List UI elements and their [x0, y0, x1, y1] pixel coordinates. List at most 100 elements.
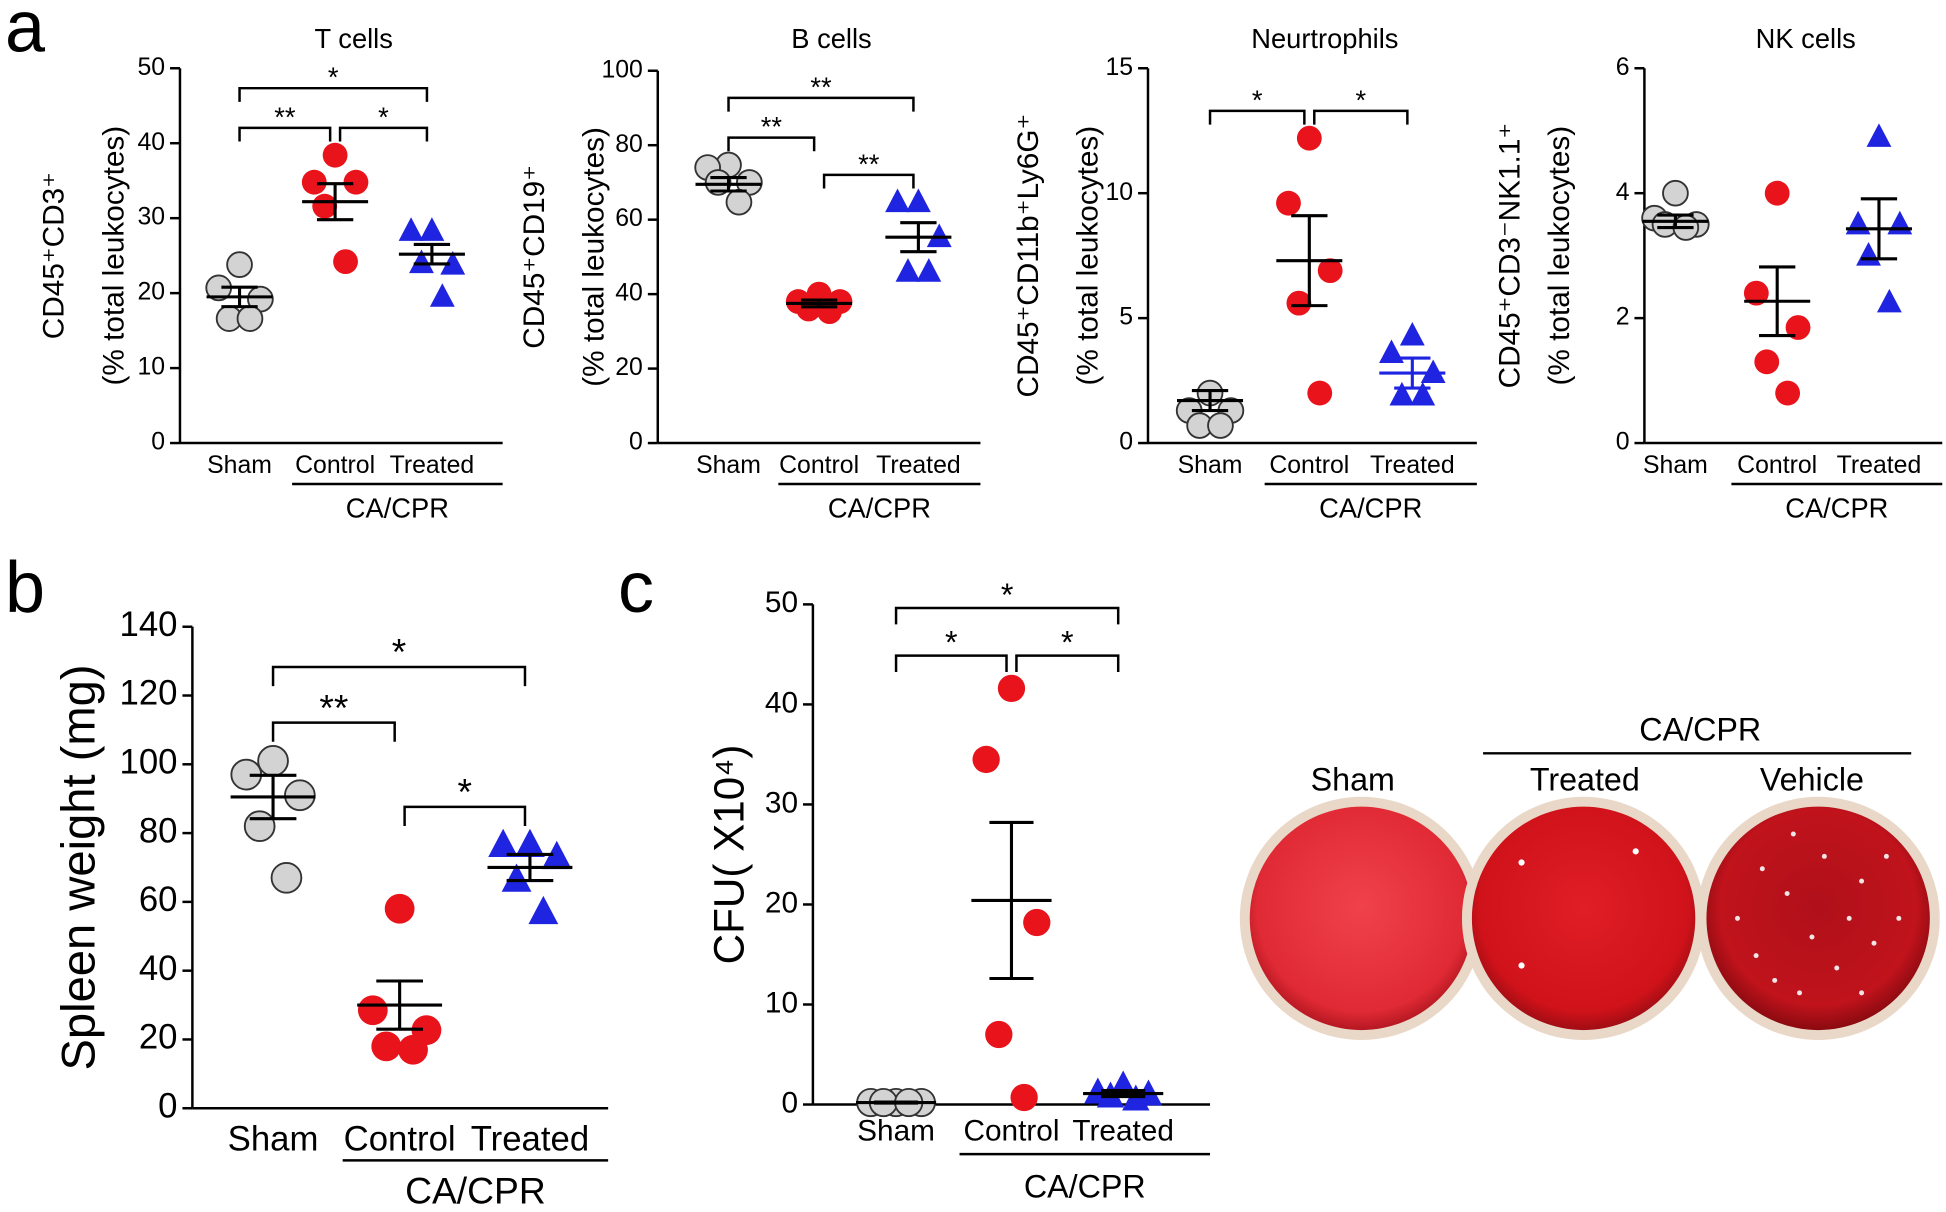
significance-label: *	[1356, 84, 1367, 115]
x-tick-label: Sham	[228, 1120, 319, 1158]
x-tick-label: Sham	[857, 1115, 935, 1148]
y-tick-label: 80	[615, 131, 643, 158]
point	[1775, 380, 1801, 406]
error-bar	[221, 285, 258, 309]
x-tick-label: Control	[963, 1115, 1059, 1148]
point	[1010, 1083, 1038, 1112]
colony	[1632, 848, 1639, 855]
point	[284, 779, 316, 812]
point	[357, 995, 388, 1026]
x-tick-label: Control	[1269, 452, 1349, 479]
point	[488, 828, 519, 858]
point	[1764, 180, 1790, 206]
point	[1023, 908, 1051, 937]
colonies	[1734, 831, 1902, 996]
point	[1887, 210, 1913, 235]
y-tick-label: 20	[615, 354, 643, 381]
point	[1662, 179, 1689, 207]
significance-bracket	[727, 136, 816, 152]
point	[1866, 123, 1892, 147]
y-tick-label: 40	[137, 129, 165, 156]
point	[243, 810, 276, 843]
y-tick-label: 40	[765, 686, 798, 719]
point	[1743, 280, 1769, 306]
significance-label: **	[810, 71, 832, 102]
y-tick-label: 6	[1616, 54, 1630, 81]
y-axis-label: (% total leukocytes)	[578, 127, 611, 387]
error-bar	[900, 221, 937, 254]
significance-label: **	[858, 148, 880, 179]
significance-bracket	[271, 665, 527, 687]
y-tick-label: 5	[1119, 304, 1133, 331]
y-tick-label: 30	[137, 204, 165, 231]
group-label: CA/CPR	[1024, 1168, 1146, 1204]
point	[885, 188, 910, 213]
plate	[1471, 806, 1696, 1031]
panel-label: a	[5, 0, 46, 67]
y-tick-label: 0	[158, 1087, 177, 1125]
point	[997, 674, 1026, 703]
y-tick-label: 2	[1616, 304, 1630, 331]
significance-bracket	[403, 805, 527, 827]
point	[1276, 190, 1301, 216]
point	[384, 893, 415, 924]
y-tick-label: 120	[120, 675, 178, 713]
x-tick-label: Control	[1737, 452, 1817, 479]
point	[1856, 242, 1881, 266]
significance-label: *	[1001, 577, 1014, 613]
y-axis-label: (% total leukocytes)	[1543, 126, 1576, 386]
point	[1410, 381, 1436, 406]
point	[226, 251, 253, 278]
significance-bracket	[1015, 654, 1120, 673]
chart-title: NK cells	[1756, 23, 1856, 54]
x-tick-label: Treated	[471, 1120, 589, 1158]
plate-label: Treated	[1530, 761, 1640, 797]
error-bar	[1291, 214, 1328, 308]
x-tick-label: Sham	[1643, 452, 1708, 479]
plates: CA/CPR Sham Treated Vehicle	[1239, 712, 1940, 1040]
point	[1845, 210, 1871, 235]
x-tick-label: Treated	[1072, 1115, 1173, 1148]
point	[725, 188, 753, 216]
point	[1399, 321, 1425, 346]
y-tick-label: 0	[1616, 429, 1630, 456]
x-tick-label: Treated	[1837, 452, 1922, 479]
significance-label: **	[319, 686, 348, 728]
point	[440, 250, 466, 275]
point	[1785, 315, 1811, 340]
y-axis-label: CD45⁺CD3⁻NK1.1⁺	[1493, 123, 1526, 389]
point	[541, 840, 572, 870]
point	[1389, 381, 1415, 406]
point	[515, 828, 545, 858]
y-tick-label: 100	[601, 56, 642, 83]
point	[371, 1031, 402, 1062]
significance-label: *	[378, 101, 389, 132]
significance-label: **	[274, 101, 296, 132]
x-tick-label: Control	[344, 1120, 456, 1158]
plate	[1706, 806, 1930, 1031]
x-tick-label: Treated	[876, 452, 961, 479]
group-label: CA/CPR	[405, 1170, 546, 1212]
point	[916, 258, 942, 282]
y-tick-label: 15	[1105, 54, 1133, 81]
colony	[1518, 962, 1525, 969]
y-tick-label: 60	[139, 881, 178, 919]
chart-title: B cells	[791, 23, 871, 54]
y-tick-label: 4	[1616, 179, 1630, 206]
point	[398, 1034, 428, 1065]
y-axis-label: CD45⁺CD3⁺	[38, 172, 71, 339]
significance-bracket	[822, 173, 915, 189]
group-label: CA/CPR	[346, 492, 449, 523]
significance-bracket	[238, 86, 429, 102]
y-tick-label: 20	[139, 1019, 178, 1057]
y-tick-label: 40	[615, 280, 643, 307]
point	[528, 895, 559, 925]
panel-label: c	[618, 548, 654, 628]
point	[895, 258, 921, 282]
significance-bracket	[894, 606, 1120, 625]
y-axis-label: CD45⁺CD11b⁺Ly6G⁺	[1012, 114, 1045, 398]
point	[398, 217, 424, 241]
y-axis-label: (% total leukocytes)	[97, 126, 130, 386]
significance-bracket	[338, 126, 429, 142]
point	[322, 142, 348, 168]
